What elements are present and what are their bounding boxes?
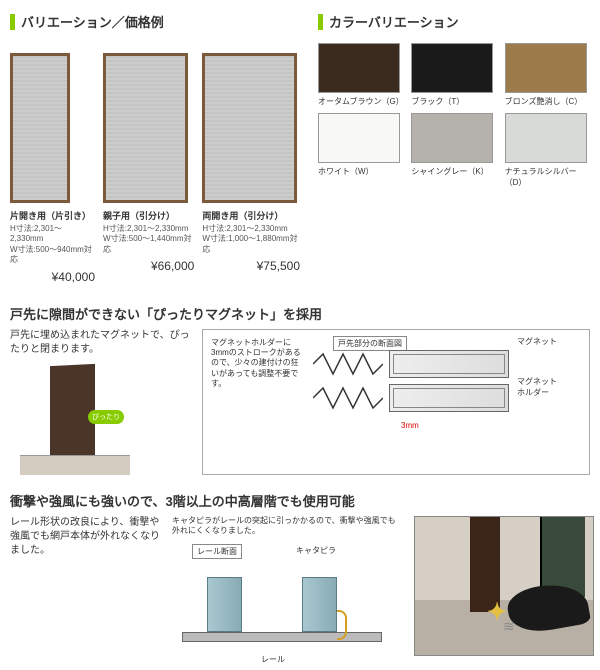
- door-image-single: [10, 53, 70, 203]
- door-image-double: [202, 53, 297, 203]
- diagram-note: マグネットホルダーに3mmのストロークがあるので、少々の建付けの狂いがあっても調…: [211, 338, 306, 390]
- gap-label: 3mm: [401, 421, 419, 430]
- swatch-label: ホワイト（W）: [318, 166, 403, 177]
- door-name: 片開き用（片引き）: [10, 209, 91, 222]
- cross-section-label: 戸先部分の断面図: [333, 336, 407, 351]
- door-spec: W寸法:500～940mm対応: [10, 245, 95, 266]
- color-section: カラーバリエーション オータムブラウン（G） ブラック（T） ブロンズ艶消し（C） ホ…: [318, 8, 590, 284]
- door-image-parent: [103, 53, 188, 203]
- swatch-label: オータムブラウン（G）: [318, 96, 403, 107]
- rail-note: キャタピラがレールの突起に引っかかるので、衝撃や強風でも外れにくくなりました。: [172, 516, 402, 537]
- magnet-label: マグネット: [517, 336, 557, 347]
- feature-desc: レール形状の改良により、衝撃や強風でも網戸本体が外れなくなりました。: [10, 516, 160, 558]
- swatch-box: [505, 113, 587, 163]
- door-price: ¥40,000: [10, 270, 95, 284]
- magnet-door-illustration: ぴったり: [20, 365, 130, 475]
- swatch-box: [411, 43, 493, 93]
- variation-section: バリエーション／価格例 片開き用（片引き） H寸法:2,301～2,330mm …: [10, 8, 300, 284]
- door-price: ¥75,500: [202, 259, 300, 273]
- color-swatch: シャイングレー（K）: [411, 113, 496, 188]
- color-swatch: オータムブラウン（G）: [318, 43, 403, 107]
- caterpillar-label: キャタピラ: [292, 544, 340, 557]
- swatch-box: [505, 43, 587, 93]
- variation-title: バリエーション／価格例: [21, 12, 164, 31]
- door-item: 両開き用（引分け） H寸法:2,301～2,330mm W寸法:1,000～1,…: [202, 43, 300, 284]
- swatch-label: ブロンズ艶消し（C）: [505, 96, 590, 107]
- feature-title: 戸先に隙間ができない「ぴったりマグネット」を採用: [10, 304, 590, 323]
- door-spec: H寸法:2,301～2,330mm: [10, 224, 95, 245]
- swatch-label: シャイングレー（K）: [411, 166, 496, 177]
- color-header: カラーバリエーション: [318, 8, 590, 35]
- color-title: カラーバリエーション: [329, 12, 459, 31]
- door-price: ¥66,000: [103, 259, 194, 273]
- magnet-badge: ぴったり: [88, 410, 124, 424]
- color-swatch: ナチュラルシルバー（D）: [505, 113, 590, 188]
- door-spec: H寸法:2,301～2,330mm: [202, 224, 287, 234]
- door-item: 片開き用（片引き） H寸法:2,301～2,330mm W寸法:500～940m…: [10, 43, 95, 284]
- color-swatch: ブラック（T）: [411, 43, 496, 107]
- color-grid: オータムブラウン（G） ブラック（T） ブロンズ艶消し（C） ホワイト（W） シャイング…: [318, 43, 590, 188]
- color-swatch: ブロンズ艶消し（C）: [505, 43, 590, 107]
- swatch-box: [318, 43, 400, 93]
- swatch-label: ブラック（T）: [411, 96, 496, 107]
- swatch-label: ナチュラルシルバー（D）: [505, 166, 590, 188]
- door-name: 両開き用（引分け）: [202, 209, 283, 222]
- cross-section-diagram: マグネットホルダーに3mmのストロークがあるので、少々の建付けの狂いがあっても調…: [202, 329, 590, 475]
- door-item: 親子用（引分け） H寸法:2,301～2,330mm W寸法:500～1,440…: [103, 43, 194, 284]
- holder-label: マグネットホルダー: [517, 376, 557, 398]
- variation-header: バリエーション／価格例: [10, 8, 300, 35]
- feature-title: 衝撃や強風にも強いので、3階以上の中高層階でも使用可能: [10, 491, 590, 510]
- rail-feature: 衝撃や強風にも強いので、3階以上の中高層階でも使用可能 レール形状の改良により、…: [0, 485, 600, 670]
- swatch-box: [411, 113, 493, 163]
- rail-label: レール: [257, 653, 289, 666]
- door-spec: H寸法:2,301～2,330mm: [103, 224, 188, 234]
- door-spec: W寸法:500～1,440mm対応: [103, 234, 194, 255]
- door-spec: W寸法:1,000～1,880mm対応: [202, 234, 300, 255]
- door-name: 親子用（引分け）: [103, 209, 175, 222]
- impact-illustration: ✦ ≋: [414, 516, 594, 656]
- magnet-feature: 戸先に隙間ができない「ぴったりマグネット」を採用 戸先に埋め込まれたマグネットで…: [0, 298, 600, 481]
- rail-section-label: レール断面: [192, 544, 242, 559]
- rail-diagram: レール断面 キャタピラ レール: [172, 544, 402, 664]
- color-swatch: ホワイト（W）: [318, 113, 403, 188]
- feature-desc: 戸先に埋め込まれたマグネットで、ぴったりと閉まります。: [10, 329, 190, 357]
- door-list: 片開き用（片引き） H寸法:2,301～2,330mm W寸法:500～940m…: [10, 43, 300, 284]
- swatch-box: [318, 113, 400, 163]
